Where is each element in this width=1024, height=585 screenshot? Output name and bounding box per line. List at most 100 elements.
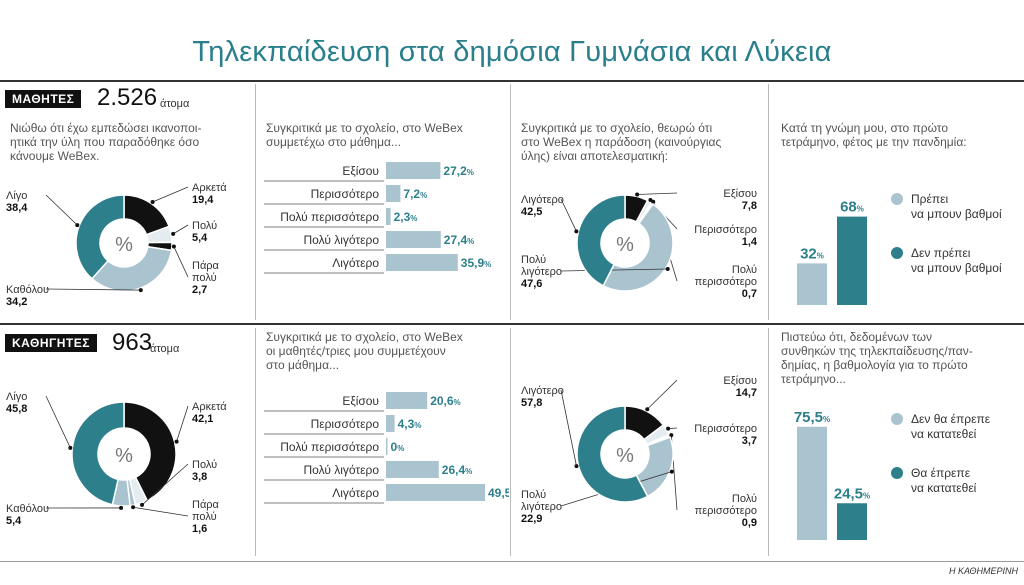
unit-label: % — [467, 168, 474, 177]
leader-dot — [651, 199, 656, 204]
bar-value-label: 24,5% — [834, 485, 870, 502]
legend-label: να μπουν βαθμοί — [911, 261, 1002, 275]
category-label: Περισσότερο — [311, 417, 380, 431]
unit-label: % — [484, 260, 491, 269]
slice-label: Εξίσου — [723, 188, 757, 200]
slice-value: 45,8 — [6, 403, 27, 415]
category-label: Λιγότερο — [332, 486, 379, 500]
question-teachers-participation: Συγκριτικά με το σχολείο, στο WeBex οι μ… — [266, 330, 506, 372]
bar-chart-students-participation: Εξίσου 27,2% Περισσότερο 7,2% Πολύ περισσότε… — [264, 162, 491, 274]
bar-value-label: 35,9% — [461, 256, 491, 270]
slice-label: περισσότερο — [695, 276, 757, 288]
leader-dot — [140, 502, 145, 507]
slice-value: 5,4 — [192, 232, 208, 244]
slice-label: Πάρα — [192, 260, 220, 272]
divider — [510, 328, 511, 556]
unit-label: % — [823, 415, 830, 424]
bottom-rule — [0, 561, 1024, 562]
bar — [386, 438, 388, 455]
leader-line — [560, 198, 577, 232]
bar — [386, 162, 441, 179]
unit-label: % — [863, 491, 870, 500]
bar-value-label: 49,5% — [488, 486, 509, 500]
bar — [837, 503, 867, 540]
donut-slice — [75, 194, 125, 280]
unit-label: % — [817, 251, 824, 260]
slice-label: Πολύ — [521, 254, 546, 266]
question-students-effectiveness: Συγκριτικά με το σχολείο, θεωρώ ότι στο … — [521, 121, 765, 163]
question-line: κάνουμε WeBex. — [10, 149, 100, 163]
question-line: Νιώθω ότι έχω εμπεδώσει ικανοποι- — [10, 121, 202, 135]
leader-dot — [138, 288, 143, 293]
slice-label: Καθόλου — [6, 284, 49, 296]
slice-value: 0,9 — [742, 517, 757, 529]
leader-line — [176, 405, 189, 442]
divider — [510, 84, 511, 320]
question-line: τετράμηνο, φέτος με την πανδημία: — [781, 135, 967, 149]
slice-label: Λιγότερο — [521, 385, 564, 397]
question-line: Συγκριτικά με το σχολείο, στο WeBex — [266, 121, 463, 135]
leader-line — [152, 186, 189, 203]
slice-label: Λιγότερο — [521, 194, 564, 206]
leader-line — [45, 395, 71, 449]
slice-label: Πολύ — [732, 264, 757, 276]
bar-value-label: 27,2% — [443, 164, 473, 178]
slice-label: λιγότερο — [521, 501, 562, 513]
category-label: Πολύ περισσότερο — [280, 440, 379, 454]
slice-label: λιγότερο — [521, 266, 562, 278]
unit-label: % — [857, 205, 864, 214]
divider — [768, 84, 769, 320]
category-label: Πολύ λιγότερο — [304, 463, 380, 477]
category-label: Περισσότερο — [311, 187, 380, 201]
category-label: Εξίσου — [342, 394, 379, 408]
bar-chart-teachers-participation: Εξίσου 20,6% Περισσότερο 4,3% Πολύ περισσότε… — [264, 392, 509, 504]
slice-label: Πολύ — [521, 489, 546, 501]
donut-center-label: % — [616, 234, 634, 256]
slice-value: 22,9 — [521, 513, 542, 525]
slice-label: Εξίσου — [723, 375, 757, 387]
question-line: Πιστεύω ότι, δεδομένων των — [781, 330, 932, 344]
bar-value-label: 0% — [391, 440, 405, 454]
bar — [837, 216, 867, 305]
bar-value-label: 4,3% — [398, 417, 422, 431]
donut-chart-students-effectiveness: Εξίσου7,8Περισσότερο1,4Πολύπερισσότερο0,… — [521, 188, 758, 300]
legend-swatch — [891, 413, 903, 425]
slice-label: Πάρα — [192, 499, 220, 511]
slice-label: Περισσότερο — [694, 224, 757, 236]
bar — [386, 208, 391, 225]
teachers-unit: άτομα — [150, 343, 180, 355]
slice-value: 47,6 — [521, 278, 542, 290]
donut-chart-teachers-effectiveness: Εξίσου14,7Περισσότερο3,7Πολύπερισσότερο0… — [521, 375, 757, 529]
leader-dot — [635, 192, 640, 197]
question-line: δημίας, η βαθμολογία για το πρώτο — [781, 358, 968, 372]
infographic-title: Τηλεκπαίδευση στα δημόσια Γυμνάσια και Λ… — [192, 36, 832, 68]
leader-dot — [68, 445, 73, 450]
legend-label: Πρέπει — [911, 192, 948, 206]
question-line: ητικά την ύλη που παραδόθηκε όσο — [10, 135, 200, 149]
bar — [386, 231, 441, 248]
bar-value-label: 2,3% — [394, 210, 418, 224]
question-line: ύλης) είναι αποτελεσματική: — [521, 149, 668, 163]
leader-line — [560, 389, 577, 467]
question-line: στο WeBex η παράδοση (καινούργιας — [521, 135, 722, 149]
unit-label: % — [410, 214, 417, 223]
top-rule — [0, 80, 1024, 82]
students-unit: άτομα — [160, 98, 190, 110]
students-label: ΜΑΘΗΤΕΣ — [5, 90, 82, 108]
question-line: στο μάθημα... — [266, 358, 340, 372]
category-label: Πολύ λιγότερο — [304, 233, 380, 247]
leader-dot — [150, 199, 155, 204]
leader-dot — [171, 244, 176, 249]
leader-line — [560, 268, 668, 272]
teachers-label: ΚΑΘΗΓΗΤΕΣ — [5, 334, 97, 352]
bar-value-label: 68% — [840, 199, 864, 216]
slice-label: πολύ — [192, 272, 217, 284]
slice-value: 38,4 — [6, 202, 28, 214]
slice-label: Αρκετά — [192, 401, 227, 413]
leader-dot — [574, 464, 579, 469]
donut-slice — [576, 405, 649, 503]
bar — [386, 415, 395, 432]
